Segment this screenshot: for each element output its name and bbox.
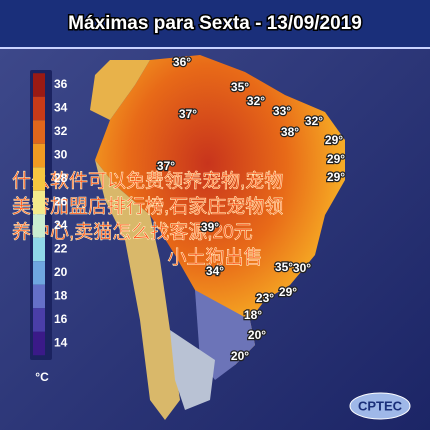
temperature-label: 33° <box>273 104 291 118</box>
land-north <box>90 60 150 120</box>
land-south <box>170 330 215 410</box>
colorbar-tick-label: 18 <box>54 289 68 303</box>
temperature-label: 30° <box>293 261 311 275</box>
colorbar-tick-label: 34 <box>54 101 68 115</box>
land-west <box>95 160 180 420</box>
colorbar-band <box>33 143 45 168</box>
overlay-line: 美容加盟店排行榜,石家庄宠物领 <box>12 196 283 218</box>
colorbar-band <box>33 284 45 309</box>
temperature-label: 29° <box>327 170 345 184</box>
temperature-label: 23° <box>256 291 274 305</box>
colorbar-tick-label: 30 <box>54 148 68 162</box>
temperature-label: 18° <box>244 308 262 322</box>
temperature-label: 37° <box>179 107 197 121</box>
logo: CPTEC <box>358 398 403 413</box>
temperature-label: 29° <box>325 133 343 147</box>
temperature-label: 37° <box>157 159 175 173</box>
colorbar-tick-label: 20 <box>54 265 68 279</box>
overlay-text: 什么软件可以免费领养宠物,宠物美容加盟店排行榜,石家庄宠物领养中心,卖猫怎么找客… <box>12 170 284 269</box>
colorbar-tick-label: 24 <box>54 218 68 232</box>
colorbar-tick-label: 28 <box>54 171 68 185</box>
temperature-label: 20° <box>231 349 249 363</box>
colorbar-tick-label: 22 <box>54 242 68 256</box>
temperature-label: 38° <box>281 125 299 139</box>
temperature-label: 34° <box>206 264 224 278</box>
land-warm <box>95 55 345 365</box>
colorbar-band <box>33 73 45 97</box>
colorbar-tick-label: 16 <box>54 312 68 326</box>
temperature-label: 20° <box>248 328 266 342</box>
temperature-label: 36° <box>173 55 191 69</box>
temperature-label: 39° <box>201 220 219 234</box>
colorbar-tick-label: 26 <box>54 195 68 209</box>
overlay-line: 什么软件可以免费领养宠物,宠物 <box>12 170 283 192</box>
temperature-label: 32° <box>305 114 323 128</box>
colorbar-band <box>33 190 45 215</box>
colorbar-tick-label: 36 <box>54 77 68 91</box>
colorbar-band <box>33 331 45 356</box>
colorbar-tick-label: 32 <box>54 124 68 138</box>
colorbar-band <box>33 96 45 121</box>
colorbar-band <box>33 308 45 332</box>
colorbar-band <box>33 167 45 191</box>
temperature-label: 29° <box>327 152 345 166</box>
temperature-label: 29° <box>279 285 297 299</box>
overlay-line: 养中心,卖猫怎么找客源,20元 <box>12 221 253 243</box>
unit-label: °C <box>35 370 49 384</box>
colorbar-band <box>33 237 45 262</box>
overlay-line: 小土狗出售 <box>167 247 262 269</box>
colorbar-band <box>33 214 45 238</box>
title: Máximas para Sexta - 13/09/2019 <box>68 13 362 34</box>
colorbar-band <box>33 120 45 144</box>
temperature-label: 35° <box>231 80 249 94</box>
temperature-label: 35° <box>275 260 293 274</box>
title-bar <box>0 0 430 48</box>
colorbar-tick-label: 14 <box>54 336 68 350</box>
temperature-label: 32° <box>247 94 265 108</box>
colorbar-band <box>33 261 45 285</box>
logo-badge <box>349 392 411 420</box>
